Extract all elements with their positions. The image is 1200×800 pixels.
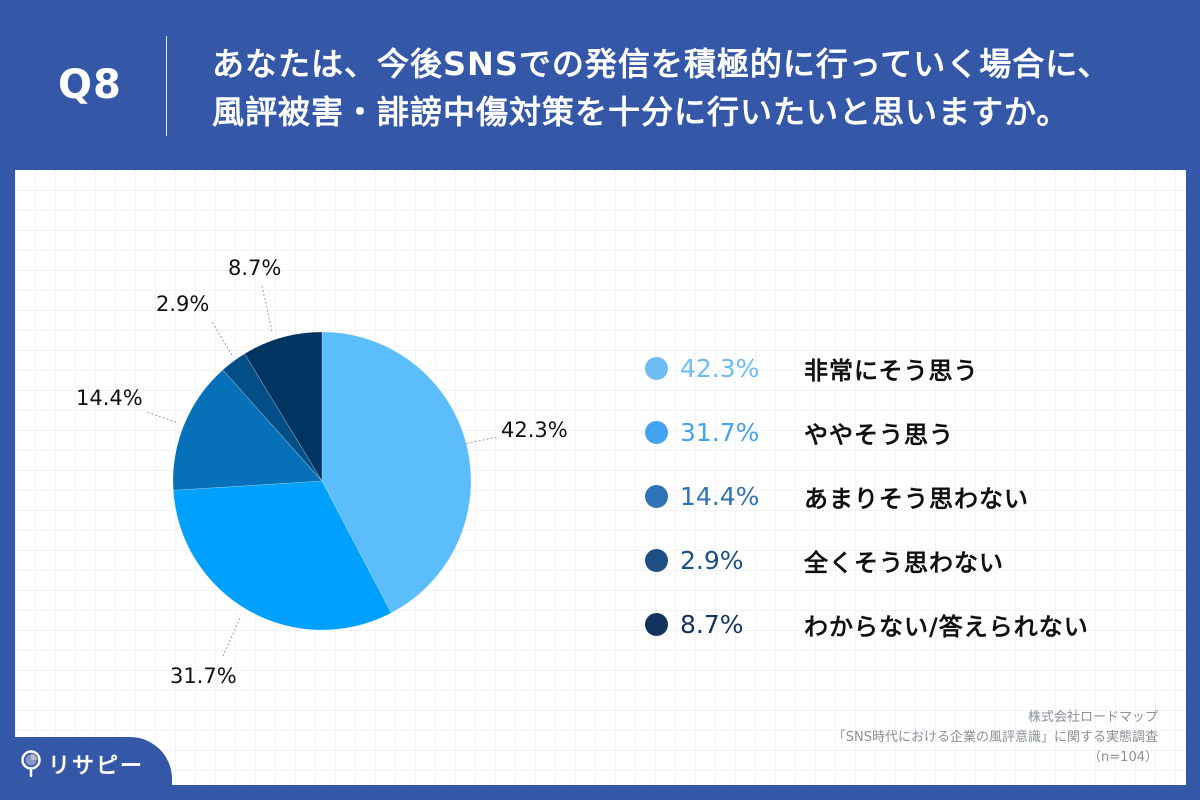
legend-dot-icon xyxy=(645,612,668,636)
legend-item-not-much: 14.4% あまりそう思わない xyxy=(645,464,1089,528)
pie-label-dont-know: 8.7% xyxy=(228,256,282,280)
leader-line-31 xyxy=(222,617,241,657)
pie-slice xyxy=(244,331,323,483)
pie-slices xyxy=(172,331,472,631)
legend-dot-icon xyxy=(645,548,668,572)
source-company: 株式会社ロードマップ xyxy=(1027,710,1158,725)
legend-item-dont-know: 8.7% わからない/答えられない xyxy=(645,592,1089,656)
brand-logo: リサピー xyxy=(20,748,144,780)
pie-slice xyxy=(172,480,392,631)
leader-line-14 xyxy=(145,411,177,423)
chart-legend: 42.3% 非常にそう思う 31.7% ややそう思う 14.4% あまりそう思わ… xyxy=(645,336,1089,656)
leader-line-42 xyxy=(462,436,499,445)
legend-label: 非常にそう思う xyxy=(804,356,979,385)
question-label: Q8 xyxy=(58,62,122,108)
legend-percent: 42.3% xyxy=(680,353,760,383)
header-divider xyxy=(166,36,167,136)
pin-icon xyxy=(21,750,41,778)
legend-label: あまりそう思わない xyxy=(804,484,1029,513)
legend-item-not-at-all: 2.9% 全くそう思わない xyxy=(645,528,1089,592)
legend-dot-icon xyxy=(645,356,668,380)
legend-label: ややそう思う xyxy=(804,420,954,449)
legend-percent: 31.7% xyxy=(680,417,760,447)
legend-item-somewhat: 31.7% ややそう思う xyxy=(645,400,1089,464)
legend-label: 全くそう思わない xyxy=(804,548,1004,577)
question-title-line-2: 風評被害・誹謗中傷対策を十分に行いたいと思いますか。 xyxy=(212,93,1070,131)
leader-lines xyxy=(145,285,499,657)
header: Q8 あなたは、今後SNSでの発信を積極的に行っていく場合に、 風評被害・誹謗中… xyxy=(0,0,1200,170)
source-sample-size: （n=104） xyxy=(1088,750,1158,765)
legend-label: わからない/答えられない xyxy=(804,612,1089,641)
leader-line-8 xyxy=(261,285,273,332)
pie-slice xyxy=(172,369,323,491)
question-title: あなたは、今後SNSでの発信を積極的に行っていく場合に、 風評被害・誹謗中傷対策… xyxy=(212,40,1110,136)
pie-slice xyxy=(222,353,323,482)
legend-dot-icon xyxy=(645,484,668,508)
legend-item-very-much: 42.3% 非常にそう思う xyxy=(645,336,1089,400)
source-note: 株式会社ロードマップ 「SNS時代における企業の風評意識」に関する実態調査 （n… xyxy=(833,708,1158,768)
leader-line-2 xyxy=(211,321,233,356)
legend-percent: 2.9% xyxy=(680,545,744,575)
legend-percent: 14.4% xyxy=(680,481,760,511)
legend-percent: 8.7% xyxy=(680,609,744,639)
pie-label-very-much: 42.3% xyxy=(501,418,568,442)
pie-label-not-much: 14.4% xyxy=(76,386,143,410)
brand-name: リサピー xyxy=(48,754,145,779)
source-survey: 「SNS時代における企業の風評意識」に関する実態調査 xyxy=(832,730,1158,745)
pie-slice xyxy=(321,331,472,614)
pie-label-somewhat: 31.7% xyxy=(170,664,237,688)
question-title-line-1: あなたは、今後SNSでの発信を積極的に行っていく場合に、 xyxy=(212,45,1111,83)
pie-label-not-at-all: 2.9% xyxy=(156,292,210,316)
legend-dot-icon xyxy=(645,420,668,444)
